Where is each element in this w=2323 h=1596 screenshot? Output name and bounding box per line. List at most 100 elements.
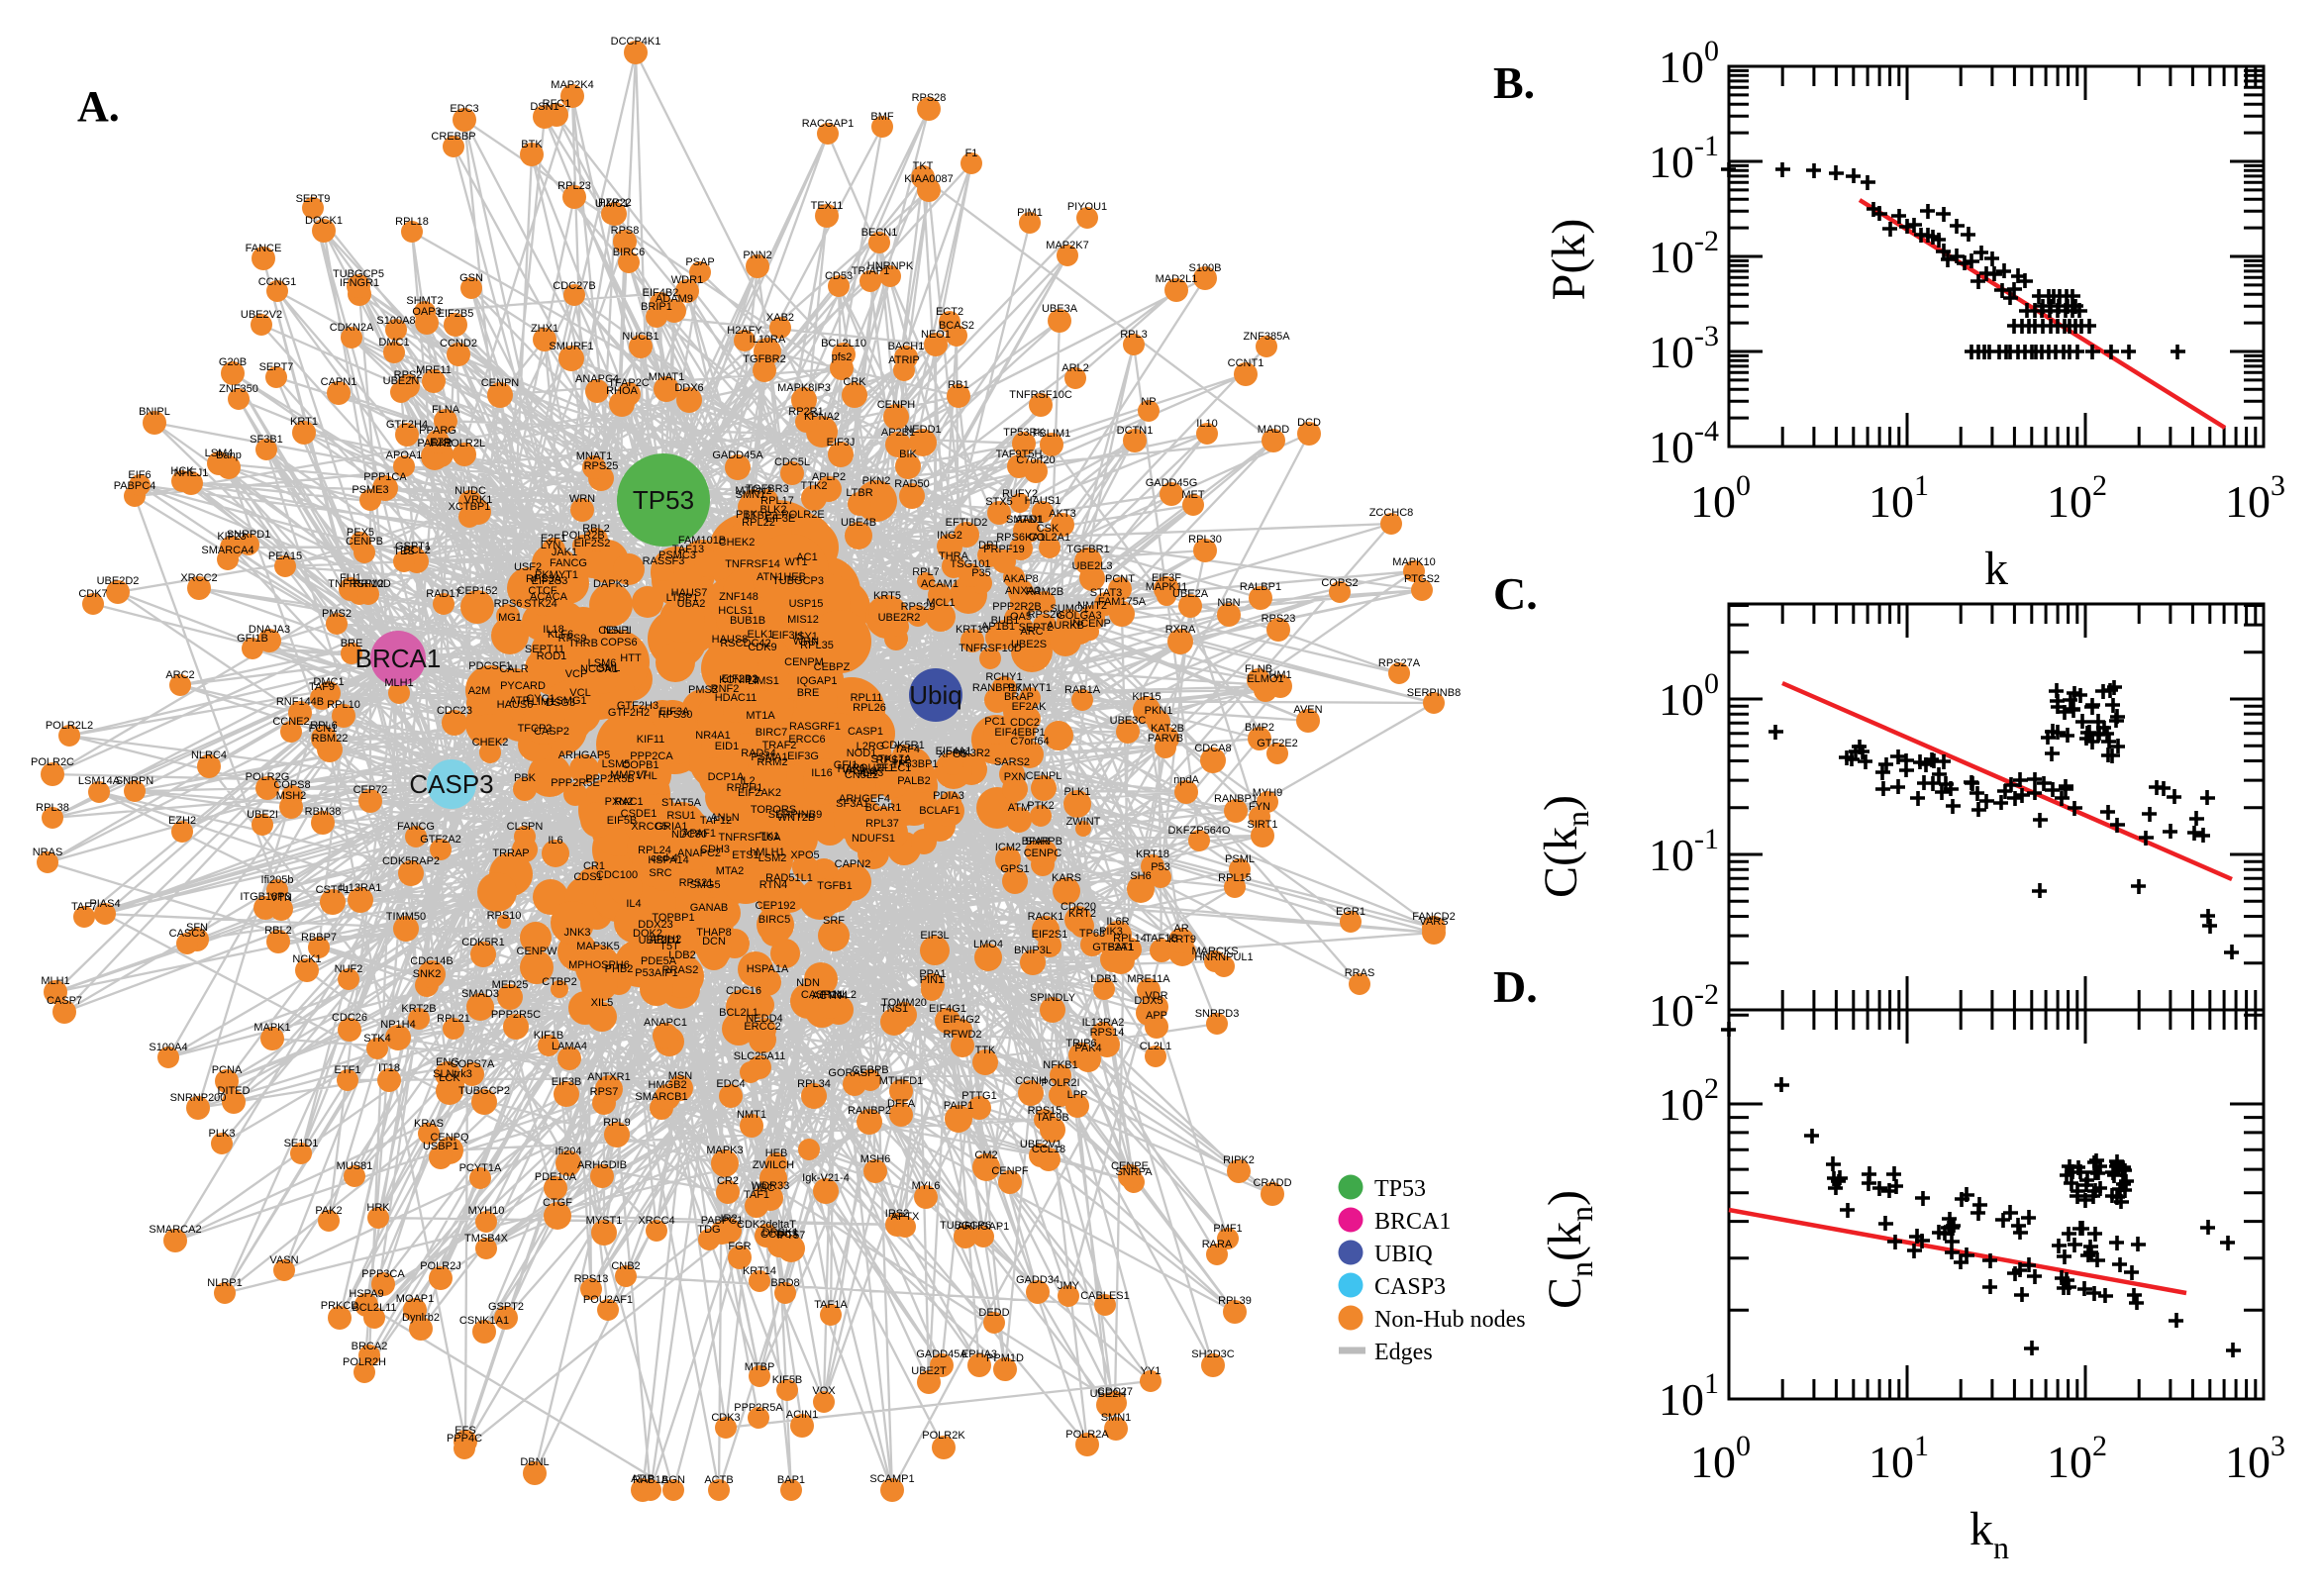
svg-text:RPL21: RPL21 xyxy=(437,1013,470,1025)
svg-text:STK17A: STK17A xyxy=(871,753,913,765)
svg-text:SIRT1: SIRT1 xyxy=(1248,819,1278,831)
svg-text:NP: NP xyxy=(1141,396,1156,408)
svg-text:LSM4: LSM4 xyxy=(205,448,234,459)
svg-text:PEA15: PEA15 xyxy=(268,550,302,562)
svg-text:APP: APP xyxy=(1146,1010,1167,1022)
svg-text:SCAMP1: SCAMP1 xyxy=(869,1473,914,1485)
svg-text:EIF4B2: EIF4B2 xyxy=(643,287,679,299)
svg-text:GORASP1: GORASP1 xyxy=(828,1067,880,1079)
svg-text:PIK3R2: PIK3R2 xyxy=(953,748,990,759)
svg-text:PLK1: PLK1 xyxy=(1064,786,1091,798)
svg-text:PKN1: PKN1 xyxy=(1145,705,1173,717)
svg-text:SUMO1: SUMO1 xyxy=(1050,603,1088,615)
svg-text:EIF4G2: EIF4G2 xyxy=(943,1014,980,1026)
svg-text:COPB1: COPB1 xyxy=(622,759,658,771)
svg-text:GRIA1: GRIA1 xyxy=(655,821,687,833)
svg-text:MMP17: MMP17 xyxy=(610,769,648,781)
svg-text:EIF3G: EIF3G xyxy=(787,750,819,762)
svg-text:HNRNPK: HNRNPK xyxy=(867,260,914,272)
svg-text:POLR2I: POLR2I xyxy=(1041,1077,1079,1089)
svg-text:HSPA9: HSPA9 xyxy=(349,1288,383,1300)
svg-text:HM1: HM1 xyxy=(1268,669,1291,681)
svg-text:TES: TES xyxy=(393,546,414,557)
svg-text:NBN: NBN xyxy=(1217,597,1240,609)
svg-text:NLRP1: NLRP1 xyxy=(207,1277,242,1289)
svg-text:STAT3: STAT3 xyxy=(1090,587,1123,599)
svg-text:DCP1A: DCP1A xyxy=(708,771,745,783)
svg-text:IL4: IL4 xyxy=(626,898,641,910)
svg-text:ATM: ATM xyxy=(1008,802,1030,814)
svg-text:PPP2R5B: PPP2R5B xyxy=(585,773,635,785)
svg-text:BUB1B: BUB1B xyxy=(730,615,765,627)
svg-text:EDC4: EDC4 xyxy=(716,1078,745,1090)
svg-text:MYH10: MYH10 xyxy=(468,1205,505,1217)
svg-text:FLNA: FLNA xyxy=(432,404,460,416)
svg-text:KRT5: KRT5 xyxy=(873,590,901,602)
svg-text:APOA1: APOA1 xyxy=(386,449,423,461)
svg-text:FMNL2: FMNL2 xyxy=(821,989,857,1001)
svg-text:SERPINB9: SERPINB9 xyxy=(768,809,822,821)
svg-text:RPL22: RPL22 xyxy=(742,517,775,529)
svg-text:PPP2CA: PPP2CA xyxy=(630,750,673,762)
svg-text:BFAR: BFAR xyxy=(1022,836,1051,848)
svg-text:DKFZP564O: DKFZP564O xyxy=(1168,825,1231,837)
svg-text:RPS6KA1: RPS6KA1 xyxy=(996,532,1046,544)
svg-text:RXRA: RXRA xyxy=(1165,624,1196,636)
svg-text:ICM2: ICM2 xyxy=(995,842,1021,853)
svg-text:NSL1: NSL1 xyxy=(603,625,631,637)
svg-text:ZNF148: ZNF148 xyxy=(719,591,758,603)
svg-text:SNRPD3: SNRPD3 xyxy=(1195,1008,1240,1020)
svg-text:NCK1: NCK1 xyxy=(292,953,321,965)
svg-text:CENPQ: CENPQ xyxy=(430,1132,469,1144)
svg-text:NDN: NDN xyxy=(796,977,820,989)
svg-text:FAM175A: FAM175A xyxy=(1098,596,1147,608)
svg-text:PPP1CA: PPP1CA xyxy=(363,471,407,483)
svg-text:RNF144B: RNF144B xyxy=(276,696,324,708)
svg-text:FANCE: FANCE xyxy=(246,243,282,254)
svg-text:CDC23: CDC23 xyxy=(437,705,472,717)
svg-text:EIF6: EIF6 xyxy=(128,469,151,481)
svg-text:RRM2: RRM2 xyxy=(757,756,787,768)
svg-text:EIF2B2: EIF2B2 xyxy=(722,673,758,685)
svg-text:COL2A1: COL2A1 xyxy=(1029,532,1070,544)
svg-text:MUS81: MUS81 xyxy=(337,1160,373,1172)
svg-text:CDC20: CDC20 xyxy=(1060,901,1096,913)
svg-text:TEX11: TEX11 xyxy=(811,200,844,212)
svg-text:VASN: VASN xyxy=(269,1254,298,1266)
svg-text:NHEJ1: NHEJ1 xyxy=(174,467,209,479)
svg-text:PXN2: PXN2 xyxy=(605,796,634,808)
svg-text:SMARCA2: SMARCA2 xyxy=(149,1224,201,1236)
svg-text:CENPB: CENPB xyxy=(346,536,383,548)
svg-text:TOPBP1: TOPBP1 xyxy=(652,912,694,924)
svg-text:DCCP4K1: DCCP4K1 xyxy=(611,36,661,48)
svg-text:NR4A1: NR4A1 xyxy=(695,730,730,742)
svg-text:DNAJA3: DNAJA3 xyxy=(249,624,290,636)
svg-text:SEPT2: SEPT2 xyxy=(1019,622,1054,634)
svg-text:KPNA2: KPNA2 xyxy=(804,411,840,423)
svg-text:NEO1: NEO1 xyxy=(921,329,951,341)
svg-text:MT1A: MT1A xyxy=(746,710,775,722)
svg-text:k: k xyxy=(1984,543,2008,595)
svg-text:CDH3: CDH3 xyxy=(700,844,730,855)
svg-text:CCNH: CCNH xyxy=(1015,1075,1047,1087)
svg-text:RPL10: RPL10 xyxy=(327,699,360,711)
svg-text:MLH1: MLH1 xyxy=(41,975,69,987)
svg-text:TAF7: TAF7 xyxy=(71,901,97,913)
svg-text:PZP22: PZP22 xyxy=(598,197,632,209)
svg-text:EIF2AK2: EIF2AK2 xyxy=(738,787,781,799)
svg-text:BUB1: BUB1 xyxy=(991,615,1020,627)
svg-text:RAB1A: RAB1A xyxy=(633,1474,669,1486)
svg-text:RAD51L1: RAD51L1 xyxy=(765,872,813,884)
svg-text:POU2F1: POU2F1 xyxy=(853,762,895,774)
svg-text:BCL2L1: BCL2L1 xyxy=(719,1007,758,1019)
svg-text:MAPK3: MAPK3 xyxy=(706,1145,743,1156)
svg-text:MTA2: MTA2 xyxy=(716,865,745,877)
svg-text:NFKB1: NFKB1 xyxy=(1043,1059,1077,1071)
svg-text:ROD1: ROD1 xyxy=(537,650,567,662)
svg-text:BIRC5: BIRC5 xyxy=(758,914,790,926)
svg-text:BRAP: BRAP xyxy=(1004,691,1034,703)
svg-text:TAF9B: TAF9B xyxy=(1036,1112,1068,1124)
svg-text:NLRC4: NLRC4 xyxy=(191,749,227,761)
svg-text:NUDC: NUDC xyxy=(454,485,486,497)
svg-text:PHB2: PHB2 xyxy=(605,963,634,975)
